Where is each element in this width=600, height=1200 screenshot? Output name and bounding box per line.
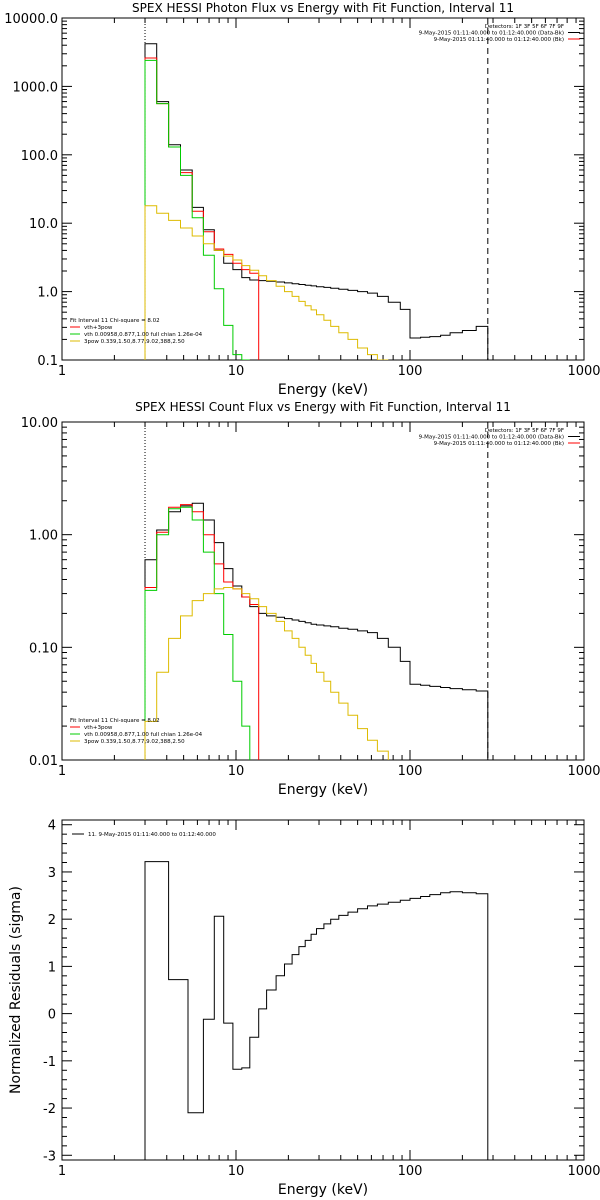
legend-bottom-text: vth+3pow <box>84 725 113 731</box>
y-tick-label: 10.0 <box>29 217 58 232</box>
chart-title: SPEX HESSI Photon Flux vs Energy with Fi… <box>132 1 514 15</box>
legend-bottom-text: vth 0.00958,0.877,1.00 full chian 1.26e-… <box>84 732 203 738</box>
x-tick-label: 100 <box>398 1164 423 1179</box>
series-4-step-line <box>144 587 389 760</box>
x-tick-label: 1 <box>58 1164 66 1179</box>
x-tick-label: 1000 <box>567 1164 600 1179</box>
series-1-step-line <box>144 502 489 760</box>
y-axis-label: Normalized Residuals (sigma) <box>8 886 24 1094</box>
legend-top-text: 9-May-2015 01:11:40.000 to 01:12:40.000 … <box>434 441 564 447</box>
x-tick-label: 10 <box>228 1164 245 1179</box>
legend-bottom-text: vth+3pow <box>84 325 113 331</box>
x-axis-label: Energy (keV) <box>278 782 368 798</box>
legend-top-text: 9-May-2015 01:11:40.000 to 01:12:40.000 … <box>419 31 564 37</box>
chart-panel-1: SPEX HESSI Photon Flux vs Energy with Fi… <box>4 1 600 398</box>
x-tick-label: 10 <box>228 364 245 379</box>
x-tick-label: 1000 <box>567 764 600 779</box>
y-tick-label: 0.10 <box>29 641 58 656</box>
y-tick-label: 10.00 <box>21 416 58 431</box>
x-tick-label: 1000 <box>567 364 600 379</box>
x-axis-label: Energy (keV) <box>278 1182 368 1198</box>
y-tick-label: -2 <box>43 1102 56 1117</box>
y-tick-label: 0.01 <box>29 754 58 769</box>
x-tick-label: 1 <box>58 364 66 379</box>
plot-frame <box>61 17 585 361</box>
legend-bottom-text: 3pow 0.339,1.50,8.77,9.02,388,2.50 <box>84 739 185 745</box>
x-tick-label: 1 <box>58 764 66 779</box>
y-tick-label: 100.0 <box>21 149 58 164</box>
chart-panel-2: SPEX HESSI Count Flux vs Energy with Fit… <box>21 400 600 798</box>
y-tick-label: 0 <box>48 1008 56 1023</box>
x-tick-label: 100 <box>398 764 423 779</box>
y-tick-label: 1000.0 <box>13 80 59 95</box>
y-tick-label: 0.1 <box>37 354 58 369</box>
chart-panel-3: 1 10 100 1000 Energy (keV) -3 -2 -1 0 1 2 3 4 Normali… <box>8 819 600 1198</box>
legend-top-text: Detectors: 1F 3F 5F 6F 7F 9F <box>485 428 564 434</box>
y-tick-label: 2 <box>48 913 56 928</box>
y-tick-label: -1 <box>43 1055 56 1070</box>
legend-bottom-text: Fit Interval 11 Chi-square = 8.02 <box>70 318 160 324</box>
chart-title: SPEX HESSI Count Flux vs Energy with Fit… <box>135 400 511 414</box>
y-tick-label: -3 <box>43 1149 56 1164</box>
legend-top-text: 9-May-2015 01:11:40.000 to 01:12:40.000 … <box>434 37 564 43</box>
series-group <box>144 502 489 760</box>
x-tick-label: 100 <box>398 364 423 379</box>
y-tick-label: 4 <box>48 819 56 834</box>
series-group <box>144 43 489 360</box>
legend-bottom-text: vth 0.00958,0.877,1.00 full chian 1.26e-… <box>84 332 203 338</box>
series-3-step-line <box>144 506 251 760</box>
legend-top-text: 9-May-2015 01:11:40.000 to 01:12:40.000 … <box>419 435 564 441</box>
y-tick-label: 1 <box>48 960 56 975</box>
plot-frame <box>61 421 585 761</box>
series-3-step-line <box>144 59 250 360</box>
x-axis-label: Energy (keV) <box>278 382 368 398</box>
series-group <box>144 861 489 1160</box>
legend-top-text: Detectors: 1F 3F 5F 6F 7F 9F <box>485 24 564 30</box>
y-tick-label: 1.00 <box>29 529 58 544</box>
y-tick-label: 1.0 <box>37 286 58 301</box>
series-4-step-line <box>144 205 389 360</box>
y-tick-label: 10000.0 <box>4 12 58 27</box>
legend-bottom-text: Fit Interval 11 Chi-square = 8.02 <box>70 718 160 724</box>
x-tick-label: 10 <box>228 764 245 779</box>
series-1-step-line <box>144 861 489 1160</box>
y-tick-label: 3 <box>48 866 56 881</box>
plot-frame <box>61 819 585 1161</box>
legend-bottom-text: 3pow 0.339,1.50,8.77,9.02,388,2.50 <box>84 339 185 345</box>
legend-text: 11. 9-May-2015 01:11:40.000 to 01:12:40.… <box>88 832 216 838</box>
series-2-step-line <box>144 504 260 760</box>
